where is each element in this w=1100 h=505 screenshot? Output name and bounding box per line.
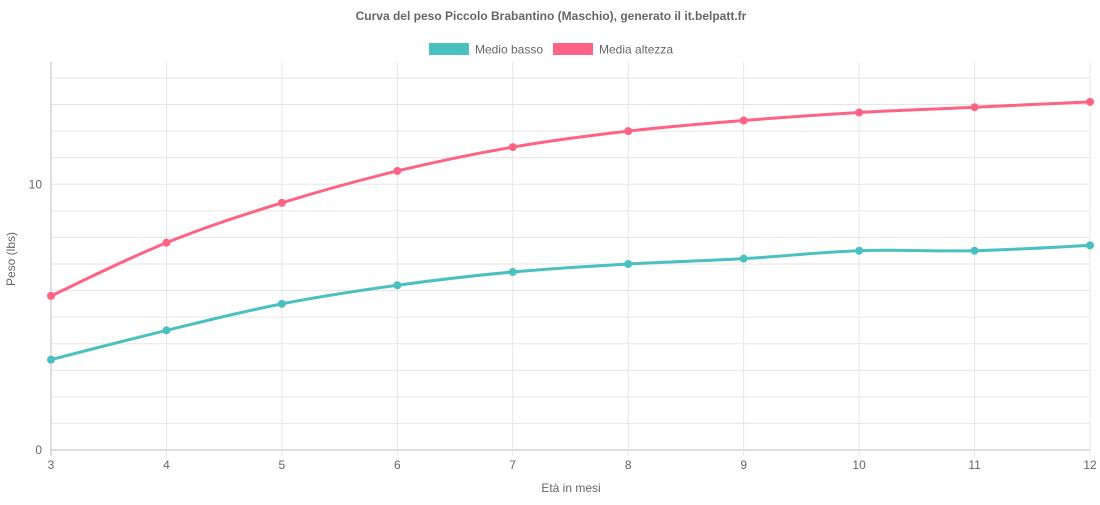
data-point: [393, 281, 402, 290]
data-point: [1086, 97, 1094, 106]
y-tick-label: 10: [29, 177, 43, 191]
legend-label: Media altezza: [599, 43, 673, 57]
data-point: [739, 116, 748, 125]
y-axis-label: Peso (lbs): [4, 232, 18, 286]
data-point: [162, 238, 171, 247]
data-point: [624, 127, 633, 136]
x-tick-label: 3: [48, 458, 55, 472]
legend-swatch: [553, 43, 593, 55]
chart-series-lines: [50, 100, 1091, 362]
x-tick-label: 7: [509, 458, 516, 472]
data-point: [1086, 241, 1094, 250]
series-line-1: [50, 243, 1091, 362]
y-tick-label: 0: [35, 443, 42, 457]
x-axis-label: Età in mesi: [541, 481, 600, 495]
x-tick-label: 11: [968, 458, 981, 472]
data-point: [970, 103, 979, 112]
data-point: [162, 326, 171, 335]
data-point: [624, 259, 633, 268]
data-point: [277, 299, 286, 308]
x-tick-label: 12: [1083, 458, 1097, 472]
x-tick-label: 9: [740, 458, 747, 472]
chart-grid: [50, 62, 1091, 456]
legend-label: Medio basso: [475, 43, 543, 57]
x-tick-label: 6: [394, 458, 401, 472]
data-point: [47, 355, 55, 364]
x-tick-label: 4: [163, 458, 170, 472]
data-point: [508, 267, 517, 276]
data-point: [970, 246, 979, 255]
data-point: [277, 198, 286, 207]
x-tick-label: 8: [625, 458, 632, 472]
x-tick-label: 5: [279, 458, 286, 472]
chart-axes: 0 10 3 4 5 6 7 8 9 10 11 12: [29, 177, 1097, 472]
data-point: [47, 291, 55, 300]
legend-swatch: [428, 43, 469, 55]
chart-series-points: [47, 97, 1094, 364]
series-line-2: [50, 100, 1091, 298]
data-point: [508, 143, 517, 152]
data-point: [739, 254, 748, 263]
chart-legend: Medio basso Media altezza: [428, 43, 673, 57]
x-tick-label: 10: [852, 458, 866, 472]
data-point: [393, 166, 402, 175]
data-point: [855, 246, 864, 255]
chart-title: Curva del peso Piccolo Brabantino (Masch…: [356, 9, 747, 23]
data-point: [855, 108, 864, 117]
